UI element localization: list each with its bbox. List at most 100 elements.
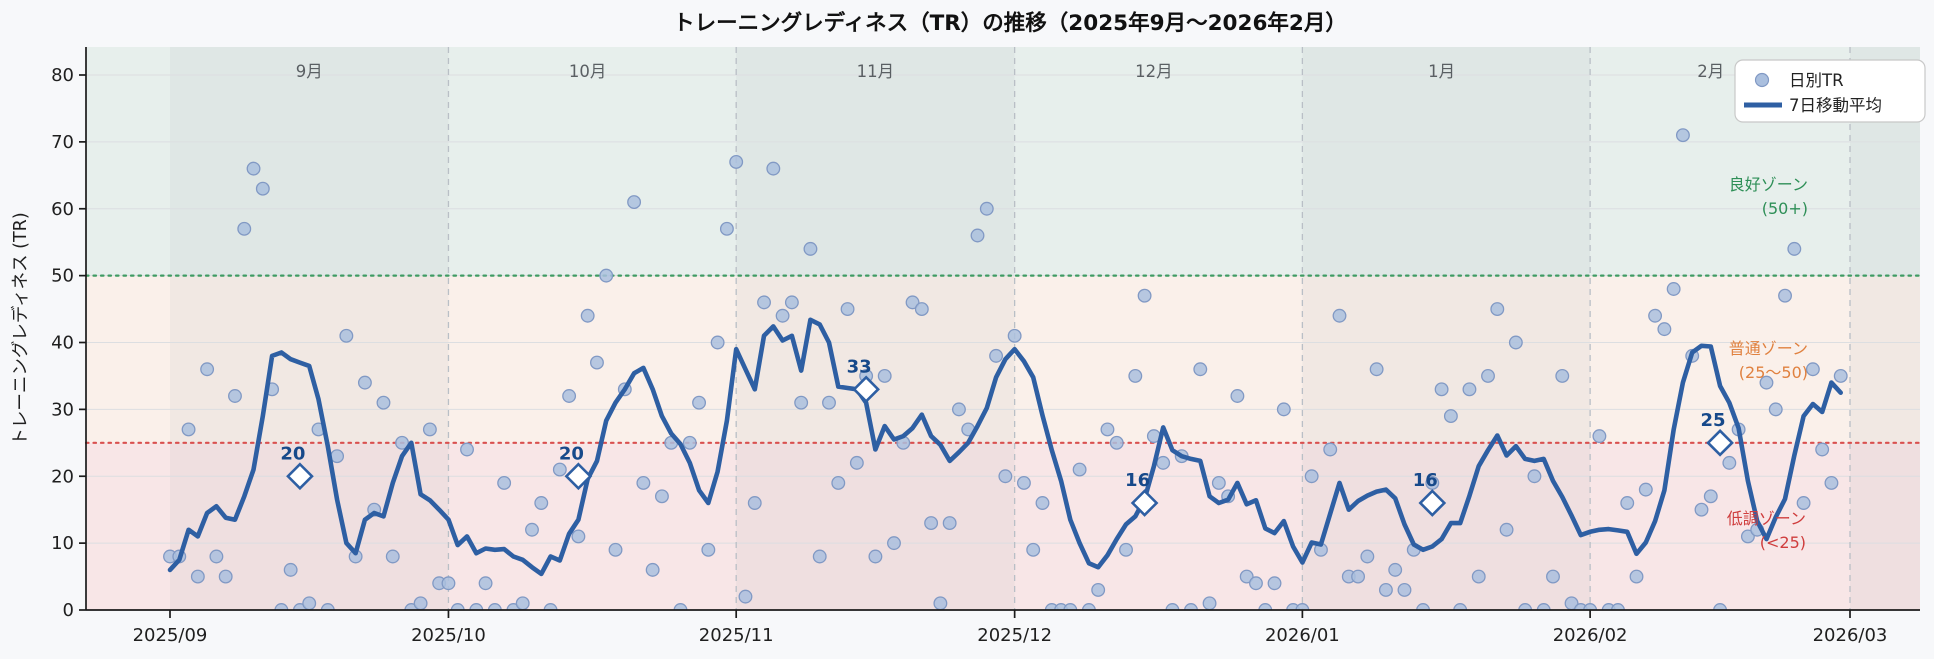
scatter-point	[460, 442, 474, 457]
y-tick-label: 80	[51, 65, 74, 86]
monthly-avg-diamond	[1706, 428, 1734, 457]
scatter-point	[952, 402, 966, 417]
scatter-point	[376, 395, 391, 410]
normal-zone-label: 普通ゾーン	[1729, 339, 1808, 358]
scatter-point	[1323, 442, 1338, 457]
monthly-avg-diamond	[286, 462, 314, 491]
legend-scatter-marker-icon	[1754, 72, 1770, 88]
scatter-point	[302, 596, 317, 610]
moving-average-line-series	[167, 317, 1843, 577]
scatter-point	[1397, 582, 1412, 597]
scatter-point	[719, 221, 734, 236]
scatter-point	[757, 295, 771, 310]
horizontal-gridlines	[86, 74, 1920, 544]
scatter-point	[1416, 603, 1430, 610]
scatter-point	[738, 589, 753, 604]
scatter-point	[413, 596, 428, 610]
scatter-point	[274, 603, 289, 610]
x-tick-labels: 2025/09 2025/10 2025/11 2025/12 2026/01 2026/…	[133, 610, 1887, 646]
scatter-point	[562, 389, 577, 403]
scatter-point	[1072, 462, 1087, 477]
monthly-avg-value: 25	[1701, 410, 1726, 431]
scatter-point	[320, 603, 335, 610]
scatter-point	[599, 268, 614, 283]
scatter-point	[942, 516, 957, 531]
scatter-point	[237, 221, 252, 236]
zone-threshold-lines	[84, 274, 1922, 444]
scatter-point	[784, 295, 799, 310]
scatter-point	[1518, 603, 1533, 610]
scatter-point	[831, 475, 846, 490]
scatter-point	[1805, 362, 1820, 377]
good-zone-label: 良好ゾーン	[1729, 175, 1808, 194]
scatter-point	[1267, 576, 1282, 591]
legend-box	[1734, 59, 1926, 123]
y-tick-label: 40	[51, 333, 74, 354]
scatter-point	[1378, 582, 1393, 597]
scatter-point	[840, 302, 855, 317]
scatter-point	[1304, 469, 1319, 484]
scatter-point	[1675, 128, 1690, 143]
scatter-point	[877, 368, 892, 383]
scatter-point	[1091, 582, 1106, 597]
month-band	[1302, 47, 1591, 610]
scatter-point	[1703, 489, 1718, 504]
month-label: 12月	[1135, 62, 1173, 81]
scatter-point	[1471, 569, 1486, 584]
monthly-average-markers: 20 20 33 16 16 25	[280, 356, 1734, 517]
month-separator-lines	[447, 47, 1851, 610]
scatter-point	[1100, 422, 1115, 437]
scatter-point	[794, 395, 809, 410]
scatter-point	[1007, 328, 1022, 343]
month-label: 10月	[569, 62, 607, 81]
scatter-point	[1137, 288, 1152, 303]
normal-zone-range: (25〜50)	[1739, 363, 1808, 382]
scatter-point	[1063, 603, 1078, 610]
scatter-point	[469, 603, 484, 610]
scatter-point	[1638, 482, 1653, 497]
scatter-point	[887, 536, 901, 551]
y-axis-title: トレーニングレディネス (TR)	[10, 212, 31, 445]
scatter-point	[552, 462, 567, 477]
x-tick-label: 2025/12	[977, 625, 1052, 646]
low-zone-label: 低調ゾーン	[1727, 509, 1806, 528]
scatter-point	[1824, 475, 1839, 490]
monthly-avg-value: 16	[1413, 470, 1438, 491]
chart-title: トレーニングレディネス（TR）の推移（2025年9月〜2026年2月）	[673, 10, 1347, 36]
scatter-point	[1081, 603, 1096, 610]
scatter-point	[590, 355, 604, 370]
scatter-point	[1193, 362, 1208, 377]
scatter-point	[1490, 302, 1505, 317]
scatter-point	[1481, 368, 1495, 383]
scatter-point	[255, 181, 270, 196]
scatter-point	[1583, 603, 1598, 610]
scatter-point	[775, 308, 790, 323]
scatter-point	[1629, 569, 1644, 584]
scatter-point	[534, 496, 549, 510]
scatter-point	[478, 576, 493, 591]
scatter-point	[970, 228, 985, 243]
scatter-point	[1165, 603, 1180, 610]
scatter-point	[1648, 308, 1663, 323]
scatter-point	[515, 596, 530, 610]
scatter-point	[933, 596, 948, 610]
scatter-point	[1258, 603, 1273, 610]
y-tick-label: 10	[51, 533, 74, 554]
scatter-point	[1211, 475, 1226, 490]
scatter-point	[385, 549, 400, 564]
monthly-avg-diamond	[1418, 489, 1447, 517]
monthly-avg-diamond	[564, 462, 593, 491]
scatter-point	[1230, 389, 1245, 403]
scatter-point	[571, 529, 586, 544]
scatter-point	[1332, 308, 1347, 323]
scatter-point	[580, 308, 595, 323]
y-tick-label: 30	[51, 399, 74, 420]
month-label: 1月	[1428, 62, 1455, 81]
scatter-point	[627, 195, 642, 210]
good-zone-range: (50+)	[1762, 199, 1808, 218]
scatter-point	[395, 435, 409, 450]
scatter-point	[608, 542, 623, 557]
scatter-point	[673, 603, 688, 610]
scatter-point	[812, 549, 827, 564]
